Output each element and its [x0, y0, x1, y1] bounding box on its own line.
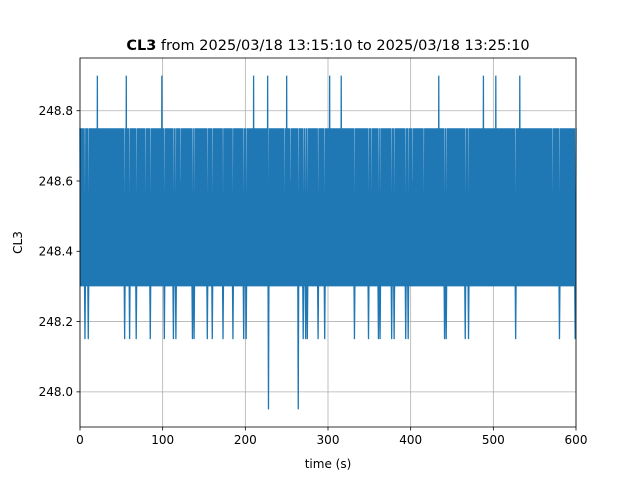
- y-tick-label: 248.0: [39, 385, 73, 399]
- y-axis: 248.0 248.2 248.4 248.6 248.8: [39, 104, 80, 399]
- x-tick-label: 400: [399, 433, 422, 447]
- x-tick-label: 200: [234, 433, 257, 447]
- y-axis-label: CL3: [11, 231, 25, 254]
- x-axis: 0 100 200 300 400 500 600: [76, 427, 587, 447]
- y-tick-label: 248.6: [39, 174, 73, 188]
- x-tick-label: 100: [151, 433, 174, 447]
- chart-title-variable: CL3: [126, 38, 156, 54]
- chart-title-range: from 2025/03/18 13:15:10 to 2025/03/18 1…: [156, 38, 529, 54]
- y-tick-label: 248.4: [39, 245, 73, 259]
- y-tick-label: 248.2: [39, 315, 73, 329]
- x-axis-label: time (s): [305, 457, 352, 471]
- x-tick-label: 0: [76, 433, 84, 447]
- y-tick-label: 248.8: [39, 104, 73, 118]
- x-tick-label: 600: [565, 433, 588, 447]
- x-tick-label: 500: [482, 433, 505, 447]
- series-line: [79, 75, 577, 410]
- chart-title: CL3 from 2025/03/18 13:15:10 to 2025/03/…: [126, 38, 529, 54]
- series-cl3: [79, 75, 577, 410]
- x-tick-label: 300: [317, 433, 340, 447]
